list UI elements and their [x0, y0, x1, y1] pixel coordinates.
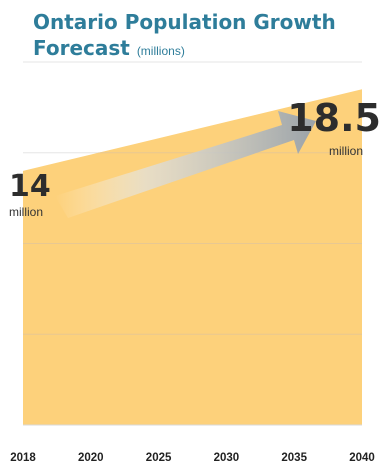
x-tick-label: 2030: [214, 452, 240, 464]
x-tick-label: 2018: [10, 452, 36, 464]
end-unit-label: million: [329, 144, 363, 158]
chart-title-line-2: Forecast (millions): [33, 38, 185, 58]
growth-arrow-icon: [55, 111, 316, 218]
x-tick-label: 2035: [281, 452, 307, 464]
start-unit-label: million: [9, 205, 43, 219]
x-tick-label: 2020: [78, 452, 104, 464]
chart-title-forecast: Forecast: [33, 36, 130, 60]
population-area: [23, 89, 362, 425]
chart-title: Ontario Population Growth: [33, 10, 336, 34]
chart-title-unit: (millions): [136, 44, 185, 58]
start-value-label: 14: [9, 169, 51, 204]
x-tick-label: 2040: [349, 452, 375, 464]
x-axis-ticks: 2018 2020 2025 2030 2035 2040: [10, 452, 375, 464]
end-value-label: 18.5: [287, 96, 381, 140]
x-tick-label: 2025: [146, 452, 172, 464]
